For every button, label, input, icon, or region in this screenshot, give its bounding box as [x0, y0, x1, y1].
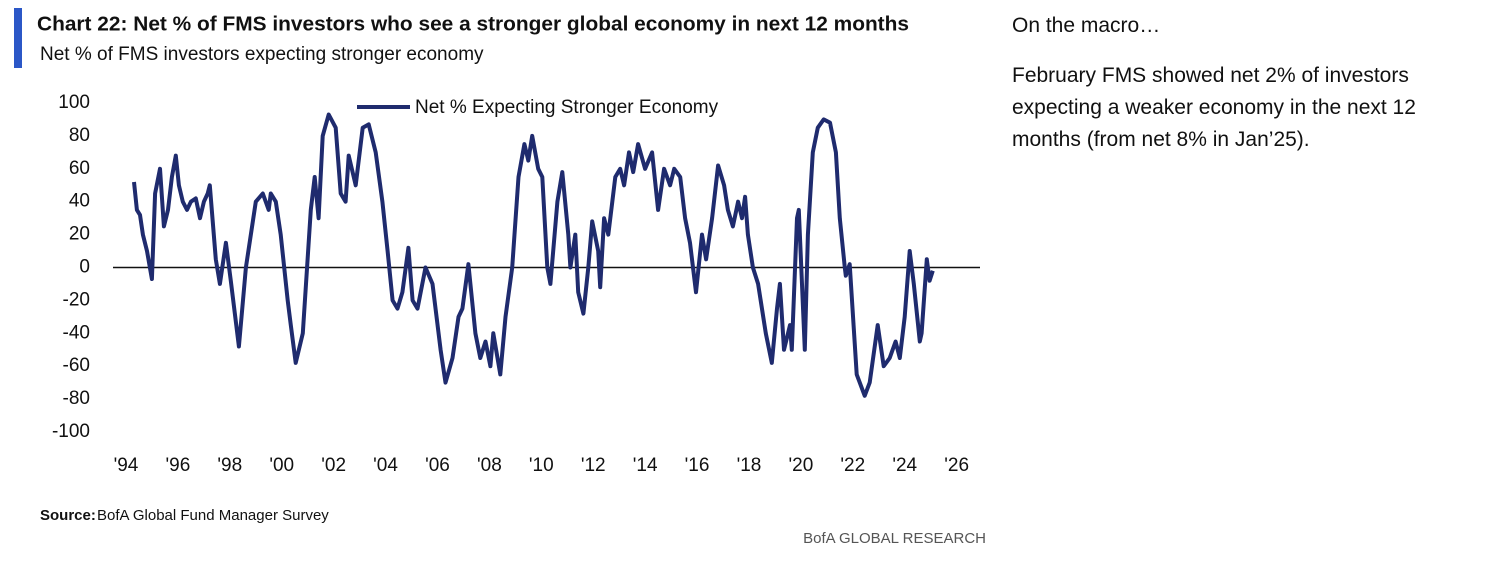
chart-title: Chart 22: Net % of FMS investors who see… — [37, 13, 909, 35]
x-tick-label: '00 — [269, 455, 294, 476]
y-tick-label: 100 — [58, 92, 90, 113]
chart-subtitle: Net % of FMS investors expecting stronge… — [40, 44, 484, 65]
y-tick-label: -40 — [63, 322, 90, 343]
y-tick-label: 40 — [69, 191, 90, 212]
x-tick-label: '12 — [581, 455, 606, 476]
source-label: Source: — [40, 507, 96, 524]
data-line — [132, 112, 935, 398]
commentary: On the macro… February FMS showed net 2%… — [1012, 10, 1482, 174]
x-tick-label: '26 — [944, 455, 969, 476]
source: BofA Global Fund Manager Survey — [97, 507, 329, 524]
y-tick-label: -60 — [63, 355, 90, 376]
y-tick-label: 60 — [69, 158, 90, 179]
legend-label: Net % Expecting Stronger Economy — [415, 97, 719, 118]
commentary-body: February FMS showed net 2% of investors … — [1012, 64, 1416, 151]
x-tick-label: '10 — [529, 455, 554, 476]
chart: Chart 22: Net % of FMS investors who see… — [14, 8, 986, 547]
x-tick-label: '06 — [425, 455, 450, 476]
y-tick-label: 0 — [79, 257, 90, 278]
x-tick-label: '98 — [217, 455, 242, 476]
x-tick-label: '08 — [477, 455, 502, 476]
x-tick-label: '14 — [633, 455, 658, 476]
x-tick-label: '02 — [321, 455, 346, 476]
y-tick-label: -100 — [52, 421, 90, 442]
commentary-heading: On the macro… — [1012, 14, 1161, 37]
x-tick-label: '22 — [840, 455, 865, 476]
x-tick-label: '18 — [737, 455, 762, 476]
x-tick-label: '96 — [166, 455, 191, 476]
y-tick-label: -80 — [63, 388, 90, 409]
x-tick-label: '16 — [685, 455, 710, 476]
x-tick-label: '20 — [789, 455, 814, 476]
x-tick-label: '94 — [114, 455, 139, 476]
title-accent — [14, 8, 22, 68]
y-tick-label: 80 — [69, 125, 90, 146]
x-tick-label: '04 — [373, 455, 398, 476]
x-tick-label: '24 — [892, 455, 917, 476]
y-tick-label: 20 — [69, 224, 90, 245]
brand: BofA GLOBAL RESEARCH — [803, 530, 986, 547]
y-tick-label: -20 — [63, 289, 90, 310]
